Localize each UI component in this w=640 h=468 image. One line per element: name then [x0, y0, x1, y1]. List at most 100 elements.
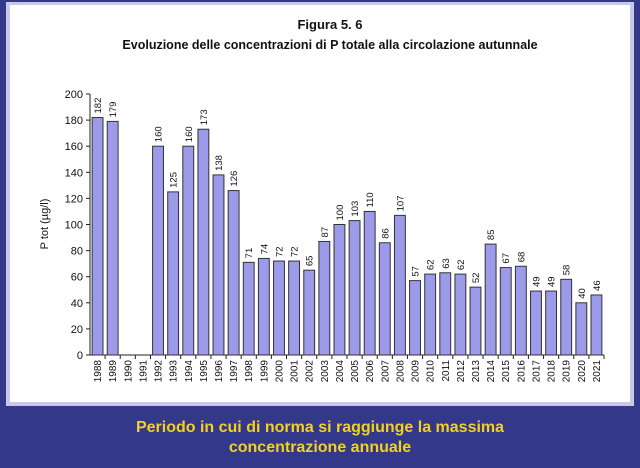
bar	[167, 191, 180, 356]
x-tick-label: 1994	[184, 360, 195, 383]
bar	[514, 265, 527, 356]
value-label: 110	[365, 192, 376, 207]
bar	[348, 220, 361, 356]
x-tick-label: 2017	[531, 360, 542, 383]
y-tick-label: 20	[71, 324, 83, 336]
value-label: 160	[154, 126, 165, 142]
y-tick-label: 160	[65, 141, 83, 153]
x-tick-label: 1988	[93, 360, 104, 383]
x-tick-label: 1997	[229, 360, 240, 383]
x-tick-label: 2015	[501, 360, 512, 383]
bar	[242, 261, 255, 356]
x-tick-label: 2021	[592, 360, 603, 383]
value-label: 160	[184, 126, 195, 142]
x-tick-label: 1992	[154, 360, 165, 383]
x-tick-label: 2018	[547, 360, 558, 383]
x-tick-label: 2003	[320, 360, 331, 383]
y-tick-label: 200	[65, 89, 83, 101]
bar	[378, 242, 391, 356]
bar	[91, 116, 104, 356]
value-label: 179	[108, 102, 119, 118]
value-label: 71	[244, 248, 255, 259]
y-tick-label: 40	[71, 298, 83, 310]
x-tick-label: 2005	[350, 360, 361, 383]
value-label: 52	[471, 273, 482, 284]
x-tick-label: 2010	[426, 360, 437, 383]
chart: Figura 5. 6 Evoluzione delle concentrazi…	[6, 2, 634, 406]
bar	[530, 290, 542, 356]
value-label: 57	[411, 266, 422, 277]
bar	[393, 214, 406, 356]
bar	[106, 120, 119, 356]
value-label: 58	[562, 265, 573, 276]
bar	[545, 290, 558, 356]
value-label: 100	[335, 205, 346, 221]
bar	[424, 273, 437, 356]
x-tick-label: 2000	[274, 360, 285, 383]
chart-subtitle: Evoluzione delle concentrazioni di P tot…	[122, 38, 537, 52]
bar	[484, 243, 497, 356]
bar	[152, 145, 164, 356]
value-label: 72	[274, 246, 285, 257]
y-tick-label: 180	[65, 115, 83, 127]
bar	[575, 302, 588, 356]
value-label: 86	[380, 228, 391, 239]
y-tick-label: 0	[77, 350, 83, 362]
chart-title: Figura 5. 6	[297, 17, 362, 32]
bar	[318, 240, 331, 356]
x-tick-label: 2020	[577, 360, 588, 383]
bar	[227, 190, 240, 356]
x-tick-label: 2013	[471, 360, 482, 383]
value-label: 173	[199, 109, 210, 125]
x-tick-label: 2007	[380, 360, 391, 383]
x-tick-label: 2016	[516, 360, 527, 383]
bar	[499, 267, 512, 356]
caption: Periodo in cui di norma si raggiunge la …	[0, 418, 640, 458]
y-tick-label: 140	[65, 167, 83, 179]
value-label: 107	[395, 196, 406, 212]
bar	[560, 278, 573, 356]
bar	[212, 174, 225, 356]
bar	[409, 280, 421, 356]
value-label: 138	[214, 155, 225, 171]
x-tick-label: 2012	[456, 360, 467, 383]
x-tick-label: 2014	[486, 360, 497, 383]
value-label: 46	[592, 280, 603, 291]
x-tick-label: 1996	[214, 360, 225, 383]
bar	[257, 257, 270, 356]
y-tick-label: 80	[71, 246, 83, 258]
value-label: 85	[486, 229, 497, 240]
x-tick-label: 2006	[365, 360, 376, 383]
x-tick-label: 2004	[335, 360, 346, 383]
value-label: 62	[456, 260, 467, 271]
caption-line: Periodo in cui di norma si raggiunge la …	[135, 419, 505, 436]
bar	[590, 294, 603, 356]
value-label: 72	[290, 246, 301, 257]
x-tick-label: 2009	[411, 360, 422, 383]
value-label: 40	[577, 288, 588, 299]
bar	[288, 260, 301, 356]
x-tick-label: 1995	[199, 360, 210, 383]
value-label: 49	[547, 276, 558, 287]
x-tick-label: 1991	[138, 360, 149, 383]
bar	[439, 272, 452, 356]
value-label: 103	[350, 201, 361, 217]
bar	[363, 210, 376, 356]
y-axis-label: P tot (µg/l)	[39, 199, 51, 250]
bar	[182, 145, 195, 356]
y-tick-label: 60	[71, 272, 83, 284]
value-label: 62	[426, 260, 437, 271]
x-tick-label: 1993	[169, 360, 180, 383]
value-label: 182	[93, 98, 104, 114]
value-label: 68	[516, 252, 527, 263]
value-label: 65	[305, 256, 316, 267]
bar	[454, 273, 467, 356]
bar	[197, 128, 210, 356]
value-label: 63	[441, 258, 452, 269]
value-label: 125	[169, 172, 180, 188]
x-tick-label: 2002	[305, 360, 316, 383]
x-tick-label: 2011	[441, 360, 452, 382]
x-tick-label: 1989	[108, 360, 119, 383]
value-label: 67	[501, 253, 512, 264]
